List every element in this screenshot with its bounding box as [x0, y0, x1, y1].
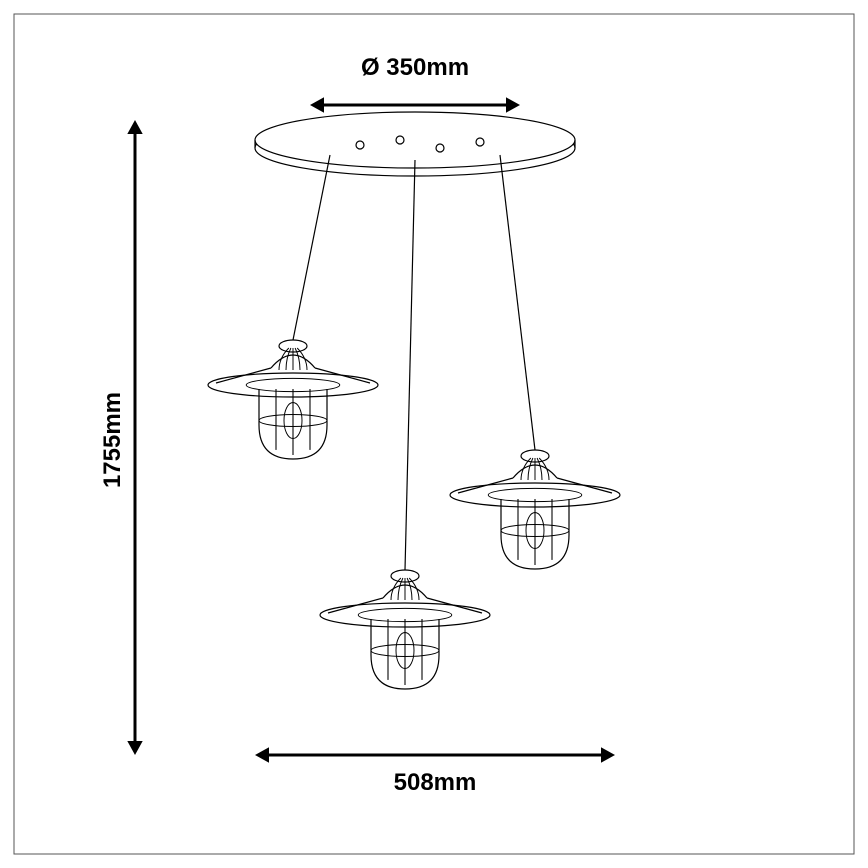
- dimension-bottom-label: 508mm: [394, 769, 477, 796]
- dimension-top-label: Ø 350mm: [361, 54, 469, 81]
- dimension-left-label: 1755mm: [99, 392, 126, 488]
